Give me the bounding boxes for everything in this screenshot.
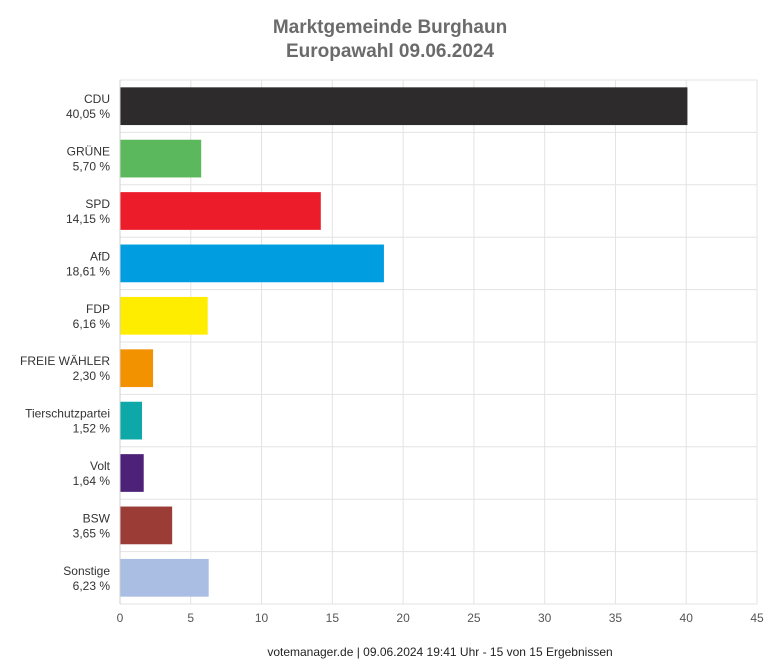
category-label: Tierschutzpartei [25,407,110,421]
category-label: Sonstige [63,564,110,578]
bar-tierschutzpartei [120,401,143,440]
chart-title: Marktgemeinde Burghaun [272,17,508,38]
x-tick-label: 0 [117,611,124,625]
x-tick-label: 45 [750,611,764,625]
chart-subtitle: Europawahl 09.06.2024 [285,41,495,62]
value-label: 14,15 % [66,212,110,226]
x-tick-label: 30 [538,611,552,625]
bar-sonstige [120,558,209,597]
x-tick-label: 5 [187,611,194,625]
category-label: FREIE WÄHLER [20,354,110,368]
category-label: FDP [86,302,110,316]
x-axis: 0 5 10 15 20 25 30 35 40 45 [117,80,764,625]
category-label: GRÜNE [67,145,110,159]
value-label: 6,23 % [73,579,111,593]
bar-freie-wähler [120,349,154,388]
value-label: 40,05 % [66,107,110,121]
category-label: SPD [85,197,110,211]
value-label: 1,64 % [73,474,111,488]
value-label: 5,70 % [73,160,111,174]
bars [120,87,688,597]
chart-title-block: Marktgemeinde Burghaun Europawahl 09.06.… [0,16,780,64]
x-tick-label: 40 [680,611,694,625]
bar-volt [120,454,144,492]
grid-lines [119,79,758,605]
value-label: 6,16 % [73,317,111,331]
bar-spd [120,192,321,230]
footer-text: votemanager.de | 09.06.2024 19:41 Uhr - … [267,645,613,659]
x-tick-label: 10 [255,611,269,625]
category-label: Volt [90,459,111,473]
value-label: 18,61 % [66,264,110,278]
x-tick-label: 20 [396,611,410,625]
category-label: BSW [83,511,111,525]
bar-grüne [120,139,202,178]
value-label: 3,65 % [73,526,111,540]
x-tick-label: 25 [467,611,481,625]
bar-fdp [120,296,208,335]
bar-cdu [120,87,688,126]
bar-afd [120,244,384,283]
category-label: CDU [84,92,110,106]
value-label: 2,30 % [73,369,111,383]
x-tick-label: 15 [326,611,340,625]
category-label: AfD [90,249,110,263]
bar-bsw [120,506,173,545]
x-tick-label: 35 [609,611,623,625]
value-label: 1,52 % [73,422,111,436]
